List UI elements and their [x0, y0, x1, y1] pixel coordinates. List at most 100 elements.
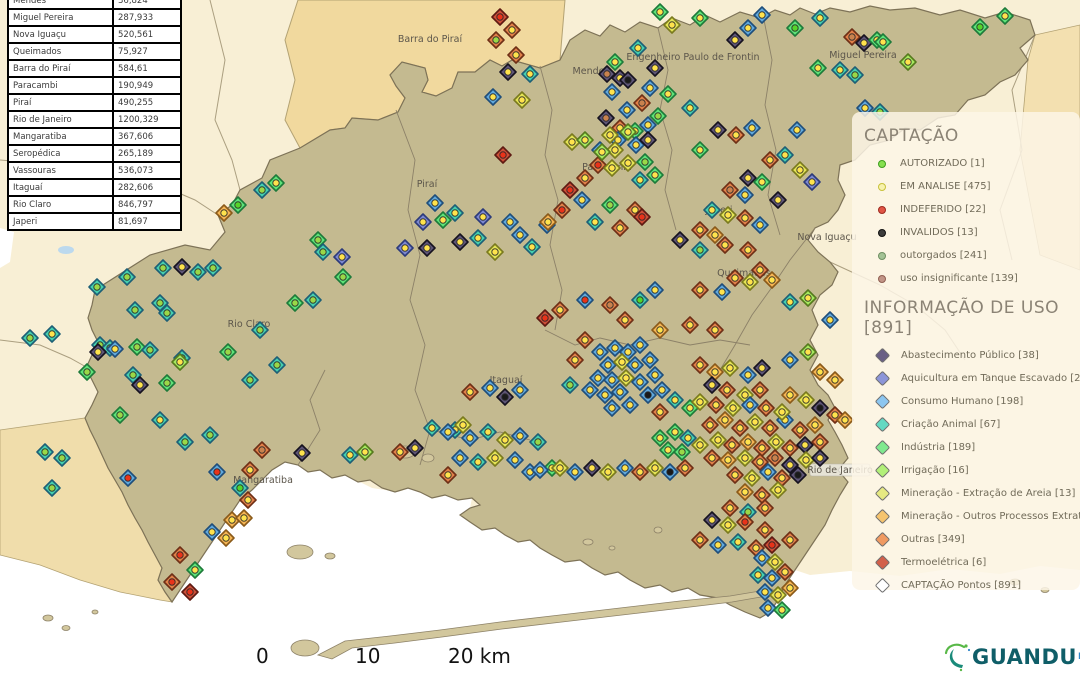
map-marker-outras[interactable]	[756, 499, 774, 517]
map-marker-outras[interactable]	[616, 311, 634, 329]
map-marker-industria[interactable]	[434, 211, 452, 229]
map-marker-consumo-humano[interactable]	[759, 463, 777, 481]
map-marker-mineracao-outros[interactable]	[836, 411, 854, 429]
map-marker-industria[interactable]	[874, 33, 892, 51]
map-marker-outras[interactable]	[507, 46, 525, 64]
map-marker-industria[interactable]	[753, 173, 771, 191]
map-marker-industria[interactable]	[809, 59, 827, 77]
legend-item[interactable]: Consumo Humano [198]	[862, 390, 1080, 413]
map-marker-consumo-humano[interactable]	[753, 549, 771, 567]
map-marker-criacao-animal[interactable]	[521, 65, 539, 83]
map-marker-consumo-humano[interactable]	[603, 371, 621, 389]
map-marker-industria[interactable]	[219, 343, 237, 361]
map-marker-consumo-humano[interactable]	[461, 429, 479, 447]
map-marker-industria[interactable]	[636, 153, 654, 171]
map-marker-abastecimento-publico[interactable]	[597, 109, 615, 127]
map-marker-industria[interactable]	[606, 53, 624, 71]
map-marker-criacao-animal[interactable]	[666, 391, 684, 409]
map-marker-outras[interactable]	[706, 321, 724, 339]
map-marker-criacao-animal[interactable]	[586, 213, 604, 231]
map-marker-outras[interactable]	[651, 403, 669, 421]
map-marker-mineracao-outros[interactable]	[781, 579, 799, 597]
map-marker-mineracao-areia[interactable]	[603, 159, 621, 177]
map-marker-abastecimento-publico[interactable]	[789, 466, 807, 484]
map-marker-outras[interactable]	[633, 94, 651, 112]
map-marker-consumo-humano[interactable]	[759, 599, 777, 617]
map-marker-termoeletrica[interactable]	[763, 536, 781, 554]
map-marker-outras[interactable]	[761, 151, 779, 169]
map-marker-outras[interactable]	[503, 21, 521, 39]
map-marker-outras[interactable]	[776, 563, 794, 581]
map-marker-outras[interactable]	[727, 126, 745, 144]
map-marker-criacao-animal[interactable]	[529, 433, 547, 451]
map-marker-criacao-animal[interactable]	[469, 453, 487, 471]
map-marker-consumo-humano[interactable]	[821, 311, 839, 329]
map-marker-criacao-animal[interactable]	[268, 356, 286, 374]
map-marker-abastecimento-publico[interactable]	[131, 376, 149, 394]
map-marker-industria[interactable]	[158, 374, 176, 392]
map-marker-industria[interactable]	[78, 363, 96, 381]
map-marker-abastecimento-publico[interactable]	[406, 439, 424, 457]
map-marker-consumo-humano[interactable]	[511, 226, 529, 244]
map-marker-industria[interactable]	[786, 19, 804, 37]
map-marker-outras[interactable]	[781, 531, 799, 549]
map-marker-consumo-humano[interactable]	[603, 83, 621, 101]
map-marker-consumo-humano[interactable]	[639, 386, 657, 404]
map-marker-industria[interactable]	[267, 174, 285, 192]
map-marker-criacao-animal[interactable]	[749, 566, 767, 584]
map-marker-consumo-humano[interactable]	[566, 463, 584, 481]
map-marker-industria[interactable]	[229, 196, 247, 214]
map-marker-mineracao-areia[interactable]	[599, 463, 617, 481]
map-marker-industria[interactable]	[186, 561, 204, 579]
map-marker-criacao-animal[interactable]	[681, 99, 699, 117]
map-marker-outras[interactable]	[631, 463, 649, 481]
map-marker-outras[interactable]	[726, 466, 744, 484]
map-marker-outras[interactable]	[461, 383, 479, 401]
map-marker-criacao-animal[interactable]	[241, 371, 259, 389]
map-marker-outras[interactable]	[171, 546, 189, 564]
map-marker-consumo-humano[interactable]	[439, 423, 457, 441]
map-marker-consumo-humano[interactable]	[736, 186, 754, 204]
map-marker-consumo-humano[interactable]	[484, 88, 502, 106]
map-marker-criacao-animal[interactable]	[201, 426, 219, 444]
map-marker-criacao-animal[interactable]	[231, 479, 249, 497]
map-marker-outras[interactable]	[253, 441, 271, 459]
map-marker-termoeletrica[interactable]	[561, 181, 579, 199]
map-marker-consumo-humano[interactable]	[606, 339, 624, 357]
map-marker-industria[interactable]	[646, 166, 664, 184]
map-marker-outras[interactable]	[731, 419, 749, 437]
map-marker-industria[interactable]	[673, 443, 691, 461]
map-marker-outras[interactable]	[811, 433, 829, 451]
map-marker-outras[interactable]	[721, 499, 739, 517]
map-marker-abastecimento-publico[interactable]	[499, 63, 517, 81]
map-marker-mineracao-areia[interactable]	[691, 393, 709, 411]
map-marker-consumo-humano[interactable]	[481, 379, 499, 397]
map-marker-consumo-humano[interactable]	[626, 356, 644, 374]
map-marker-consumo-humano[interactable]	[573, 191, 591, 209]
map-marker-mineracao-areia[interactable]	[513, 91, 531, 109]
map-marker-termoeletrica[interactable]	[536, 309, 554, 327]
map-marker-criacao-animal[interactable]	[729, 533, 747, 551]
map-marker-consumo-humano[interactable]	[646, 281, 664, 299]
map-marker-outras[interactable]	[703, 449, 721, 467]
map-marker-mineracao-areia[interactable]	[769, 481, 787, 499]
map-marker-mineracao-outros[interactable]	[739, 433, 757, 451]
map-marker-mineracao-outros[interactable]	[716, 411, 734, 429]
map-marker-criacao-animal[interactable]	[141, 341, 159, 359]
legend-item[interactable]: Outras [349]	[862, 528, 1080, 551]
guandu-logo[interactable]: GUANDURJ	[940, 641, 1080, 673]
map-marker-abastecimento-publico[interactable]	[418, 239, 436, 257]
map-marker-mineracao-areia[interactable]	[766, 553, 784, 571]
map-marker-mineracao-areia[interactable]	[619, 154, 637, 172]
map-marker-outras[interactable]	[756, 521, 774, 539]
map-marker-criacao-animal[interactable]	[631, 171, 649, 189]
map-marker-mineracao-outros[interactable]	[811, 363, 829, 381]
map-marker-consumo-humano[interactable]	[756, 583, 774, 601]
map-marker-abastecimento-publico[interactable]	[703, 376, 721, 394]
map-marker-consumo-humano[interactable]	[631, 373, 649, 391]
legend-item[interactable]: uso insignificante [139]	[862, 267, 1080, 290]
map-marker-criacao-animal[interactable]	[126, 301, 144, 319]
map-marker-mineracao-outros[interactable]	[781, 386, 799, 404]
map-marker-criacao-animal[interactable]	[36, 443, 54, 461]
map-marker-criacao-animal[interactable]	[314, 243, 332, 261]
